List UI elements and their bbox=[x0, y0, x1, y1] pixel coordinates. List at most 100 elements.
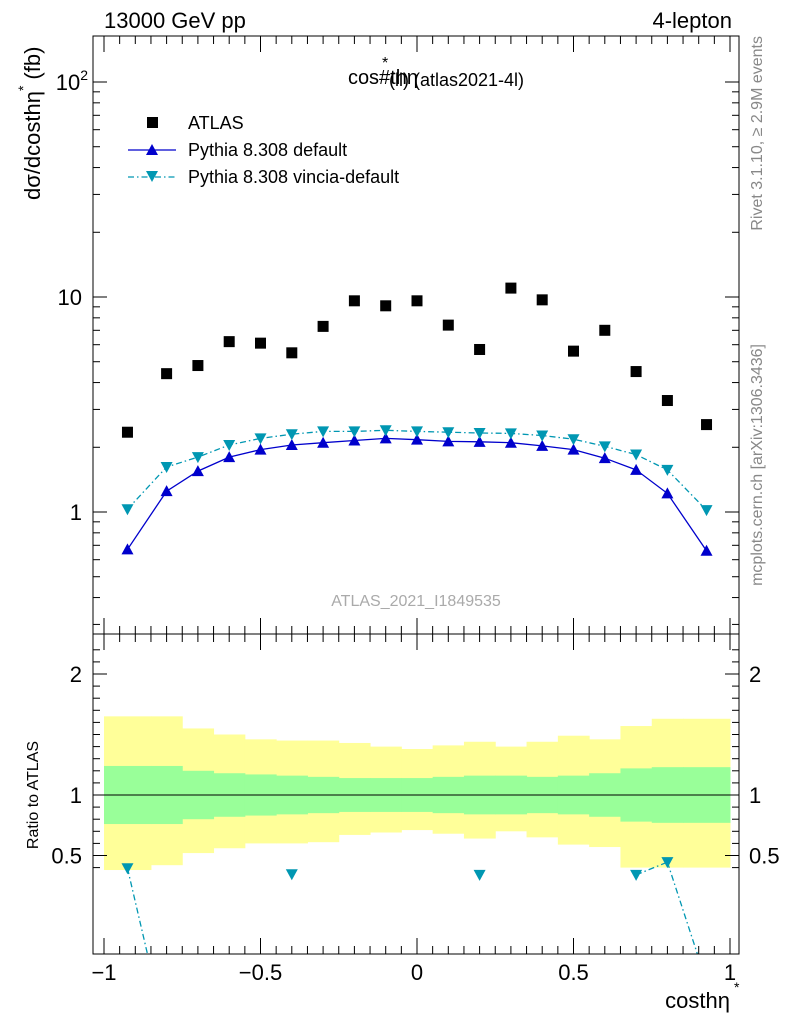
series-line-1 bbox=[126, 437, 708, 552]
legend-atlas-marker bbox=[147, 117, 158, 128]
vincia-point bbox=[254, 433, 267, 445]
ratio-axis-ticks: −1 −0.5 0 0.5 1 0.5 0.5 1 1 2 2 bbox=[51, 634, 780, 985]
vincia-point bbox=[661, 464, 674, 476]
ratio-y-tick-label-left: 0.5 bbox=[51, 844, 82, 869]
atlas-data-point bbox=[121, 426, 133, 438]
header-channel-label: 4-lepton bbox=[652, 8, 732, 33]
ratio-y-tick-label-left: 1 bbox=[70, 783, 82, 808]
main-y-label-sup: * bbox=[15, 85, 31, 91]
vincia-ratio-line bbox=[126, 868, 149, 955]
default-point bbox=[661, 487, 674, 499]
atlas-data-point bbox=[442, 319, 454, 331]
vincia-point bbox=[598, 441, 611, 453]
default-point bbox=[348, 434, 361, 446]
ratio-y-tick-label-right: 1 bbox=[749, 783, 761, 808]
vincia-point bbox=[700, 505, 713, 517]
atlas-data-point bbox=[411, 295, 423, 307]
default-point bbox=[598, 452, 611, 464]
default-point bbox=[121, 543, 134, 555]
vincia-point bbox=[379, 425, 392, 437]
main-axis-ticks: 1 10 102 bbox=[56, 36, 739, 634]
atlas-data-point bbox=[568, 345, 579, 357]
legend-default-label: Pythia 8.308 default bbox=[188, 140, 347, 160]
atlas-data-point bbox=[192, 360, 204, 372]
default-point bbox=[411, 433, 423, 445]
x-tick-label: 0.5 bbox=[558, 960, 589, 985]
vincia-point bbox=[567, 434, 580, 446]
main-y-tick-label: 102 bbox=[56, 67, 88, 95]
atlas-data-point bbox=[317, 320, 329, 332]
x-label-sup: * bbox=[734, 979, 740, 995]
vincia-point bbox=[191, 452, 204, 464]
default-point bbox=[473, 435, 486, 447]
atlas-data-point bbox=[474, 343, 486, 355]
ratio-y-tick-label-right: 2 bbox=[749, 662, 761, 687]
atlas-data-point bbox=[505, 282, 517, 294]
legend: ATLAS Pythia 8.308 default Pythia 8.308 … bbox=[128, 113, 399, 187]
vincia-point bbox=[411, 426, 423, 438]
atlas-data-point bbox=[661, 395, 673, 407]
ratio-y-axis-label: Ratio to ATLAS bbox=[25, 741, 42, 849]
main-y-axis-label: dσ/dcosthη* (fb) bbox=[15, 47, 45, 200]
default-point bbox=[504, 436, 517, 448]
plot-title-sup: * bbox=[382, 55, 388, 72]
vincia-point bbox=[285, 429, 298, 441]
atlas-data-point bbox=[223, 336, 235, 348]
vincia-point bbox=[317, 426, 330, 438]
plot-watermark: ATLAS_2021_I1849535 bbox=[331, 593, 501, 610]
vincia-ratio-point bbox=[630, 869, 643, 881]
ratio-y-tick-label-left: 2 bbox=[70, 662, 82, 687]
svg-text:dσ/dcosthη*(fb): dσ/dcosthη* (fb) bbox=[15, 47, 45, 200]
vincia-ratio-point bbox=[285, 869, 298, 881]
atlas-data-point bbox=[536, 294, 548, 306]
vincia-point bbox=[630, 449, 643, 461]
vincia-point bbox=[348, 426, 361, 438]
legend-vincia-label: Pythia 8.308 vincia-default bbox=[188, 167, 399, 187]
default-point bbox=[191, 465, 204, 477]
main-y-label-main: dσ/dcosthη bbox=[20, 91, 45, 200]
vincia-ratio-point bbox=[473, 869, 486, 881]
ratio-panel-frame bbox=[92, 633, 740, 955]
atlas-data-point bbox=[255, 337, 266, 349]
atlas-data-point bbox=[380, 300, 392, 312]
default-point bbox=[285, 438, 298, 450]
header-energy-label: 13000 GeV pp bbox=[104, 8, 246, 33]
vincia-point bbox=[504, 428, 517, 440]
plot-title-rest: (ll) (atlas2021-4l) bbox=[389, 70, 524, 90]
plot-title-main: cos#thη bbox=[348, 67, 418, 89]
vincia-ratio-line bbox=[666, 861, 699, 955]
atlas-data-point bbox=[348, 295, 360, 307]
main-y-label-unit: (fb) bbox=[20, 47, 45, 80]
default-point bbox=[223, 451, 236, 463]
vincia-point bbox=[536, 430, 549, 442]
x-label-main: costhη bbox=[665, 988, 730, 1013]
default-point bbox=[536, 439, 549, 451]
default-point bbox=[700, 544, 713, 556]
vincia-point bbox=[121, 504, 134, 516]
default-point bbox=[254, 443, 267, 455]
default-point bbox=[160, 485, 173, 497]
default-point bbox=[567, 443, 580, 455]
legend-atlas-label: ATLAS bbox=[188, 113, 244, 133]
default-point bbox=[317, 436, 330, 448]
default-point bbox=[630, 463, 643, 475]
main-y-tick-label: 10 bbox=[58, 285, 82, 310]
x-tick-label: −0.5 bbox=[239, 960, 282, 985]
default-point bbox=[379, 432, 392, 444]
main-y-tick-label: 1 bbox=[70, 500, 82, 525]
atlas-data-point bbox=[630, 366, 642, 378]
mcplots-label: mcplots.cern.ch [arXiv:1306.3436] bbox=[749, 344, 766, 586]
atlas-data-point bbox=[701, 419, 713, 431]
ratio-x-axis-label: costhη bbox=[665, 988, 730, 1013]
vincia-point bbox=[473, 428, 486, 440]
default-point bbox=[442, 435, 455, 447]
ratio-bands-layer bbox=[104, 716, 731, 871]
x-tick-label: 0 bbox=[411, 960, 423, 985]
legend-vincia-marker bbox=[146, 171, 158, 182]
vincia-point bbox=[223, 439, 236, 451]
vincia-ratio-line bbox=[635, 861, 668, 876]
vincia-point bbox=[442, 427, 455, 439]
main-panel: 1 10 102 cos#thη * (ll) (atlas2021-4l) ATL… bbox=[15, 35, 740, 635]
x-tick-label: 1 bbox=[724, 960, 736, 985]
